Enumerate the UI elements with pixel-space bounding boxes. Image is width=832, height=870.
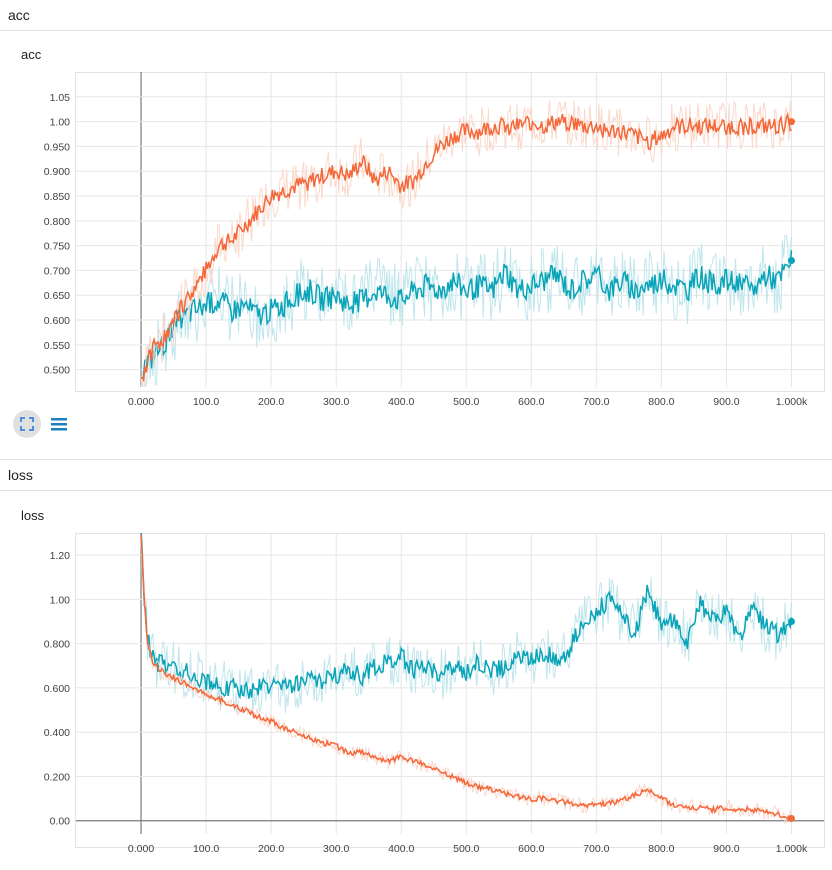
y-tick-label: 0.850	[44, 191, 70, 203]
y-tick-label: 0.00	[50, 816, 71, 828]
x-tick-label: 600.0	[518, 396, 544, 408]
y-tick-label: 0.600	[44, 683, 70, 695]
series-0-end-marker	[787, 815, 795, 823]
toggle-data-lines-button[interactable]	[45, 410, 73, 438]
y-tick-label: 0.400	[44, 727, 70, 739]
y-tick-label: 0.550	[44, 340, 70, 352]
x-tick-label: 400.0	[388, 843, 414, 855]
x-tick-label: 100.0	[193, 843, 219, 855]
x-tick-label: 400.0	[388, 396, 414, 408]
y-tick-label: 0.800	[44, 216, 70, 228]
y-tick-label: 0.200	[44, 771, 70, 783]
x-tick-label: 800.0	[648, 396, 674, 408]
chart-title-acc: acc	[21, 47, 42, 62]
x-tick-label: 800.0	[648, 843, 674, 855]
x-tick-label: 200.0	[258, 843, 284, 855]
series-1-end-marker	[787, 618, 795, 626]
x-tick-label: 700.0	[583, 843, 609, 855]
acc-chart[interactable]: 0.000 100.0 200.0 300.0 400.0 500.0 600.0 700.0…	[0, 72, 832, 412]
x-tick-label: 200.0	[258, 396, 284, 408]
x-tick-label: 900.0	[713, 843, 739, 855]
x-tick-label: 1.000k	[776, 843, 808, 855]
y-tick-label: 0.700	[44, 265, 70, 277]
series-0-smoothed-line	[140, 534, 792, 821]
x-tick-label: 500.0	[453, 843, 479, 855]
y-tick-label: 1.20	[50, 550, 71, 562]
x-tick-label: 700.0	[583, 396, 609, 408]
series-group-0	[140, 99, 792, 387]
x-tick-label: 0.000	[128, 843, 154, 855]
series-1-smoothed-line	[140, 250, 793, 380]
y-tick-label: 0.600	[44, 315, 70, 327]
series-0-end-marker	[787, 118, 795, 126]
series-0-smoothed-line	[140, 111, 792, 383]
y-tick-label: 0.800	[44, 639, 70, 651]
series-1-raw-line	[140, 533, 792, 716]
x-tick-label: 100.0	[193, 396, 219, 408]
series-group-0	[140, 534, 792, 824]
loss-chart[interactable]: 0.000 100.0 200.0 300.0 400.0 500.0 600.0 700.0…	[0, 533, 832, 870]
data-lines-icon	[51, 418, 67, 431]
section-header-loss[interactable]: loss	[0, 459, 832, 491]
x-tick-label: 0.000	[128, 396, 154, 408]
y-tick-label: 1.00	[50, 117, 71, 129]
x-tick-label: 600.0	[518, 843, 544, 855]
series-1-end-marker	[787, 257, 795, 265]
chart-title-loss: loss	[21, 508, 45, 523]
x-tick-label: 300.0	[323, 396, 349, 408]
y-tick-label: 1.05	[50, 92, 71, 104]
series-group-1	[140, 533, 793, 716]
fit-domain-icon	[20, 417, 34, 431]
x-tick-label: 300.0	[323, 843, 349, 855]
y-tick-label: 0.900	[44, 166, 70, 178]
section-header-acc[interactable]: acc	[0, 0, 832, 31]
series-1-smoothed-line	[140, 533, 793, 700]
series-group-1	[140, 234, 793, 387]
y-tick-label: 0.500	[44, 365, 70, 377]
y-tick-label: 0.950	[44, 141, 70, 153]
x-tick-label: 900.0	[713, 396, 739, 408]
x-tick-label: 500.0	[453, 396, 479, 408]
x-tick-label: 1.000k	[776, 396, 808, 408]
y-tick-label: 1.00	[50, 594, 71, 606]
y-tick-label: 0.650	[44, 290, 70, 302]
y-tick-label: 0.750	[44, 241, 70, 253]
fit-domain-button[interactable]	[13, 410, 41, 438]
